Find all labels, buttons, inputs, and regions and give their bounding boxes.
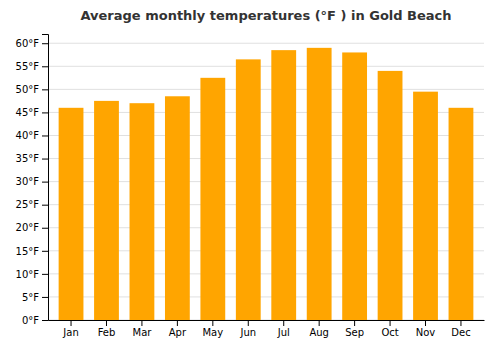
- x-axis-line: [49, 320, 485, 321]
- bar: [413, 92, 438, 320]
- x-tick: Mar: [132, 320, 152, 338]
- grid: [48, 43, 484, 320]
- x-tick-mark: [390, 320, 391, 326]
- x-tick-label: Jan: [62, 327, 78, 338]
- x-tick-label: Mar: [132, 327, 152, 338]
- x-tick: Dec: [451, 320, 470, 338]
- bars: [59, 48, 474, 320]
- bar: [59, 108, 84, 320]
- x-tick-mark: [319, 320, 320, 326]
- y-tick: 25°F: [16, 199, 48, 210]
- y-tick-mark: [42, 159, 48, 160]
- y-tick: 0°F: [22, 315, 48, 326]
- x-tick: May: [202, 320, 223, 338]
- y-tick-mark: [42, 66, 48, 67]
- x-tick-label: Aug: [309, 327, 329, 338]
- y-tick-label: 50°F: [16, 84, 40, 95]
- x-tick: Oct: [381, 320, 398, 338]
- x-axis: Jan Feb Mar Apr May Jun Jul Aug Sep Oct Nov Dec: [49, 320, 485, 338]
- y-tick-mark: [42, 297, 48, 298]
- y-tick: 30°F: [16, 176, 48, 187]
- x-tick: Feb: [98, 320, 116, 338]
- bar: [165, 96, 190, 320]
- x-tick: Jul: [277, 320, 290, 338]
- grid-line: [48, 66, 484, 67]
- grid-line: [48, 43, 484, 44]
- bar: [200, 78, 225, 320]
- y-tick-mark: [42, 205, 48, 206]
- x-tick-label: Apr: [169, 327, 187, 338]
- bar: [342, 52, 367, 320]
- y-tick-label: 55°F: [16, 61, 40, 72]
- x-tick-label: Sep: [345, 327, 364, 338]
- x-tick: Apr: [169, 320, 187, 338]
- y-tick: 50°F: [16, 84, 48, 95]
- y-tick: 10°F: [16, 269, 48, 280]
- y-tick-label: 10°F: [16, 269, 40, 280]
- y-tick-mark: [42, 228, 48, 229]
- bar: [449, 108, 474, 320]
- y-tick-mark: [42, 274, 48, 275]
- chart: 0°F 5°F 10°F 15°F 20°F 25°F 30°F 35°F 40°F 45°F 50…: [0, 0, 500, 350]
- y-tick-label: 5°F: [22, 292, 39, 303]
- x-tick-label: Jul: [277, 327, 290, 338]
- y-tick: 5°F: [22, 292, 48, 303]
- y-tick: 60°F: [16, 38, 48, 49]
- x-tick-mark: [212, 320, 213, 326]
- x-tick: Aug: [309, 320, 329, 338]
- y-tick-label: 40°F: [16, 130, 40, 141]
- x-tick-mark: [425, 320, 426, 326]
- title: Average monthly temperatures (°F ) in Go…: [80, 8, 451, 23]
- y-tick: 40°F: [16, 130, 48, 141]
- x-tick-label: Dec: [451, 327, 470, 338]
- x-tick-mark: [460, 320, 461, 326]
- x-tick-label: Jun: [239, 327, 256, 338]
- x-tick-mark: [248, 320, 249, 326]
- x-tick-label: Nov: [416, 327, 436, 338]
- y-tick-label: 15°F: [16, 246, 40, 257]
- y-tick-mark: [42, 182, 48, 183]
- x-tick-mark: [177, 320, 178, 326]
- x-tick-mark: [71, 320, 72, 326]
- bar: [236, 59, 261, 320]
- y-tick-mark: [42, 112, 48, 113]
- y-tick: 55°F: [16, 61, 48, 72]
- y-tick-label: 0°F: [22, 315, 39, 326]
- x-tick-mark: [283, 320, 284, 326]
- x-tick: Jan: [62, 320, 78, 338]
- x-tick-label: Oct: [381, 327, 398, 338]
- x-tick-label: May: [202, 327, 223, 338]
- grid-line: [48, 89, 484, 90]
- y-tick-mark: [42, 135, 48, 136]
- y-tick-mark: [42, 43, 48, 44]
- y-tick-mark: [42, 89, 48, 90]
- y-tick-label: 20°F: [16, 222, 40, 233]
- x-tick: Sep: [345, 320, 364, 338]
- plot: 0°F 5°F 10°F 15°F 20°F 25°F 30°F 35°F 40°F 45°F 50…: [16, 35, 485, 339]
- y-tick-label: 25°F: [16, 199, 40, 210]
- x-tick: Jun: [239, 320, 256, 338]
- y-tick-label: 30°F: [16, 176, 40, 187]
- x-tick: Nov: [416, 320, 436, 338]
- bar: [271, 50, 296, 320]
- bar: [378, 71, 403, 320]
- bar: [307, 48, 332, 320]
- y-tick-mark: [42, 320, 48, 321]
- bar: [130, 103, 155, 320]
- bar: [94, 101, 119, 320]
- y-tick: 45°F: [16, 107, 48, 118]
- y-tick-label: 60°F: [16, 38, 40, 49]
- y-axis: 0°F 5°F 10°F 15°F 20°F 25°F 30°F 35°F 40°F 45°F 50…: [16, 35, 49, 326]
- y-tick: 15°F: [16, 246, 48, 257]
- x-tick-mark: [106, 320, 107, 326]
- y-tick-label: 35°F: [16, 153, 40, 164]
- y-tick: 35°F: [16, 153, 48, 164]
- y-tick-label: 45°F: [16, 107, 40, 118]
- y-tick-mark: [42, 251, 48, 252]
- x-tick-label: Feb: [98, 327, 116, 338]
- x-tick-mark: [354, 320, 355, 326]
- x-tick-mark: [141, 320, 142, 326]
- y-axis-line: [42, 35, 49, 321]
- y-tick: 20°F: [16, 222, 48, 233]
